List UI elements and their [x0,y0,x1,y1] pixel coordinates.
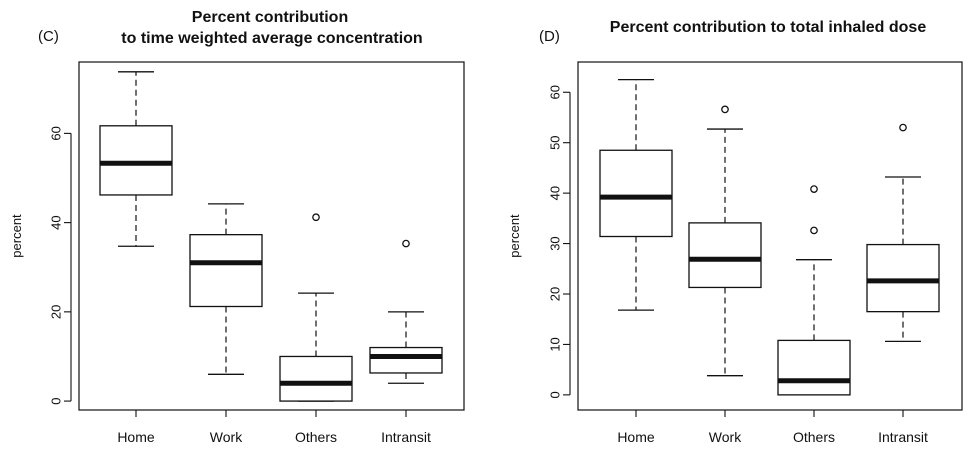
plot-frame [78,61,465,411]
iqr-box [279,355,353,402]
y-tick-label: 60 [547,85,562,99]
iqr-box [688,222,762,289]
iqr-box [369,346,443,374]
y-axis-label: percent [9,214,24,258]
box-others [279,213,353,402]
x-tick-label: Intransit [878,429,928,445]
box-home [99,71,173,247]
x-tick-label: Home [617,429,655,445]
box-intransit [369,239,443,384]
plot-frame [577,61,963,411]
chart-subtitle: to time weighted average concentration [121,30,422,47]
outlier-point [402,239,410,248]
y-tick-label: 0 [48,397,63,404]
box-home [599,79,673,311]
outlier-point [810,226,818,235]
y-tick-label: 50 [547,135,562,149]
box-work [189,203,263,375]
outlier-point [312,213,320,222]
chart-title: Percent contribution to total inhaled do… [610,19,927,36]
x-tick-label: Work [709,429,742,445]
box-intransit [866,123,940,343]
iqr-box [99,125,173,196]
y-axis: 0 10 20 30 40 50 60 [547,85,571,398]
y-tick-label: 10 [547,337,562,351]
x-axis: Home Work Others Intransit [117,410,431,445]
y-tick-label: 40 [48,215,63,229]
iqr-box [189,234,263,308]
iqr-box [599,149,673,238]
x-tick-label: Others [793,429,835,445]
y-axis-label: percent [507,214,522,258]
panel-c: (C) Percent contribution to time weighte… [9,9,465,445]
y-tick-label: 20 [547,287,562,301]
outlier-point [899,123,907,132]
y-tick-label: 30 [547,236,562,250]
x-tick-label: Work [210,429,243,445]
y-tick-label: 0 [547,391,562,398]
iqr-box [777,339,851,396]
outlier-point [721,105,729,114]
outlier-point [810,185,818,193]
panel-d: (D) Percent contribution to total inhale… [507,19,963,445]
box-work [688,105,762,377]
x-axis: Home Work Others Intransit [617,410,928,445]
y-tick-label: 20 [48,305,63,319]
panel-label: (C) [38,28,59,45]
y-axis: 0 20 40 60 [48,126,72,405]
iqr-box [866,243,940,313]
panel-label: (D) [539,28,560,45]
x-tick-label: Others [295,429,337,445]
y-tick-label: 60 [48,126,63,140]
x-tick-label: Intransit [381,429,431,445]
x-tick-label: Home [117,429,155,445]
box-others [777,185,851,396]
chart-title: Percent contribution [192,9,348,26]
y-tick-label: 40 [547,186,562,200]
